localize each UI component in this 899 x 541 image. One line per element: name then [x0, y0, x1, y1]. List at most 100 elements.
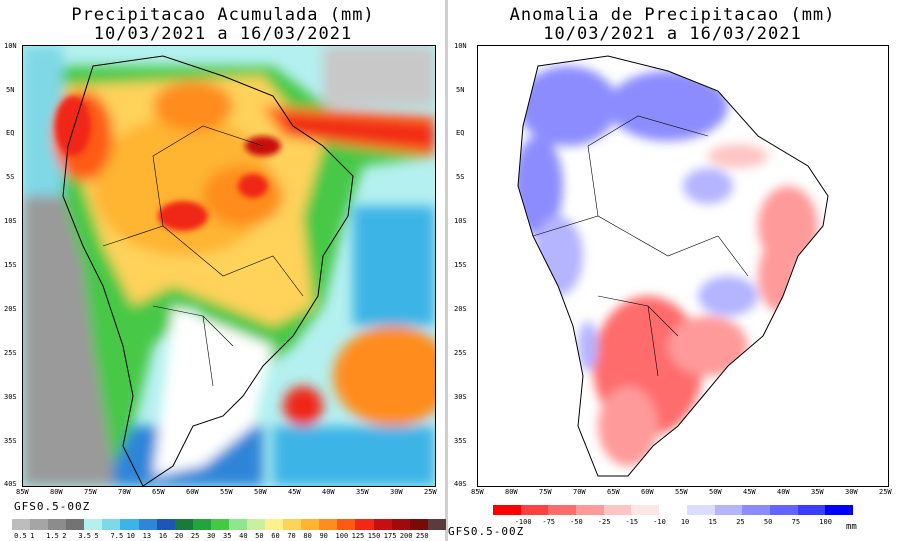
lat-label: EQ	[456, 129, 465, 137]
lat-label: 35S	[4, 437, 17, 445]
anomaly-colorbar	[493, 505, 853, 515]
colorbar-label: 250	[415, 532, 429, 540]
lon-label: 75W	[84, 488, 97, 496]
colorbar-swatch	[427, 519, 446, 530]
lat-label: 5N	[456, 86, 465, 94]
colorbar-swatch	[120, 519, 139, 530]
colorbar-swatch	[30, 519, 49, 530]
colorbar-label: 7.5	[110, 532, 124, 540]
precipitation-colorbar	[12, 519, 446, 530]
colorbar-swatch	[84, 519, 103, 530]
lat-label: 5S	[6, 173, 15, 181]
colorbar-swatch	[48, 519, 67, 530]
colorbar-swatch	[319, 519, 338, 530]
colorbar-swatch	[174, 519, 193, 530]
colorbar-swatch	[301, 519, 320, 530]
colorbar-label: 0.5	[14, 532, 27, 540]
accumulated-precipitation-panel: Precipitacao Acumulada (mm) 10/03/2021 a…	[0, 0, 446, 541]
colorbar-swatch	[210, 519, 229, 530]
lat-label: 35S	[454, 437, 467, 445]
colorbar-label: 90	[319, 532, 328, 540]
colorbar-swatch	[391, 519, 410, 530]
colorbar-swatch	[797, 505, 826, 515]
left-period: 10/03/2021 a 16/03/2021	[93, 24, 353, 44]
lat-label: 15S	[454, 261, 467, 269]
colorbar-label: 50	[255, 532, 264, 540]
colorbar-swatch	[603, 505, 632, 515]
colorbar-swatch	[102, 519, 121, 530]
lat-label: 40S	[4, 480, 17, 488]
colorbar-swatch	[769, 505, 798, 515]
colorbar-label: 125	[351, 532, 365, 540]
colorbar-label: 40	[239, 532, 248, 540]
lon-label: 85W	[471, 488, 484, 496]
lat-label: 25S	[4, 349, 17, 357]
lon-label: 50W	[254, 488, 267, 496]
right-period: 10/03/2021 a 16/03/2021	[543, 24, 802, 44]
colorbar-swatch	[520, 505, 549, 515]
colorbar-label: 10	[680, 518, 690, 526]
lat-label: 5N	[6, 86, 15, 94]
colorbar-swatch	[714, 505, 743, 515]
lat-label: 15S	[4, 261, 17, 269]
colorbar-label: 175	[383, 532, 397, 540]
precipitation-map	[22, 45, 436, 487]
colorbar-label: 150	[367, 532, 381, 540]
colorbar-swatch	[265, 519, 284, 530]
model-label: GFS0.5-00Z	[14, 500, 91, 513]
lon-label: 65W	[607, 488, 620, 496]
lat-label: 10S	[4, 217, 17, 225]
colorbar-label: 16	[158, 532, 168, 540]
colorbar-swatch	[373, 519, 392, 530]
lon-label: 25W	[879, 488, 892, 496]
lon-label: 45W	[743, 488, 756, 496]
colorbar-swatch	[355, 519, 374, 530]
lon-label: 45W	[288, 488, 301, 496]
lat-label: 5S	[456, 173, 465, 181]
colorbar-label: 50	[763, 518, 773, 526]
lon-label: 30W	[390, 488, 403, 496]
colorbar-swatch	[825, 505, 853, 515]
colorbar-label: 10	[126, 532, 136, 540]
lat-label: 20S	[4, 305, 17, 313]
colorbar-swatch	[409, 519, 428, 530]
colorbar-label: 60	[271, 532, 280, 540]
lon-label: 60W	[186, 488, 199, 496]
lon-label: 40W	[777, 488, 790, 496]
colorbar-label: 200	[399, 532, 413, 540]
colorbar-label: -10	[653, 518, 666, 526]
colorbar-label: 1.5	[46, 532, 59, 540]
colorbar-swatch	[631, 505, 660, 515]
lon-label: 70W	[118, 488, 131, 496]
colorbar-label: 15	[708, 518, 717, 526]
lat-label: EQ	[6, 129, 15, 137]
lat-label: 10N	[4, 42, 17, 50]
lat-label: 40S	[454, 480, 467, 488]
colorbar-label: 1	[30, 532, 35, 540]
right-title: Anomalia de Precipitacao (mm)	[509, 5, 836, 25]
lon-label: 85W	[16, 488, 29, 496]
colorbar-label: -50	[570, 518, 583, 526]
lon-label: 70W	[573, 488, 586, 496]
colorbar-swatch	[686, 505, 715, 515]
lat-label: 10S	[454, 217, 467, 225]
colorbar-label: -75	[542, 518, 556, 526]
precipitation-anomaly-panel: Anomalia de Precipitacao (mm) 10/03/2021…	[446, 0, 899, 541]
colorbar-swatch	[247, 519, 266, 530]
lat-label: 10N	[454, 42, 467, 50]
colorbar-label: -100	[514, 518, 532, 526]
colorbar-label: -25	[597, 518, 611, 526]
lat-label: 25S	[454, 349, 467, 357]
lon-label: 65W	[152, 488, 165, 496]
lon-label: 80W	[505, 488, 518, 496]
colorbar-swatch	[742, 505, 770, 515]
colorbar-label: 35	[223, 532, 232, 540]
lon-label: 60W	[641, 488, 654, 496]
lon-label: 35W	[356, 488, 369, 496]
colorbar-label: -15	[625, 518, 639, 526]
colorbar-label: 25	[736, 518, 745, 526]
lon-label: 80W	[50, 488, 63, 496]
colorbar-swatch	[66, 519, 85, 530]
lat-label: 30S	[454, 393, 467, 401]
lat-label: 30S	[4, 393, 17, 401]
